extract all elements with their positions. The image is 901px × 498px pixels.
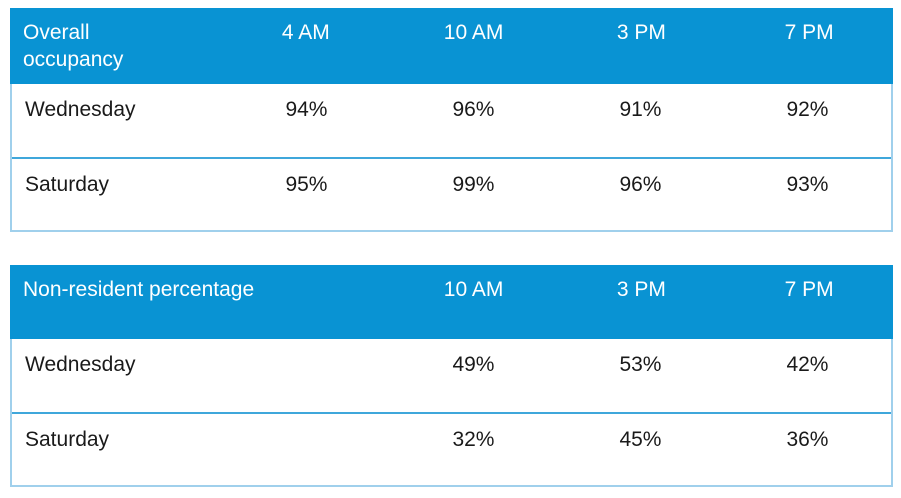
row-label: Saturday [25,428,110,451]
non-resident-title-cell: Non-resident percentage [10,265,390,339]
column-header-10am: 10 AM [443,21,504,44]
cell-value: 96% [452,98,495,121]
cell-value: 92% [786,98,829,121]
cell-value: 99% [452,173,495,196]
cell-value: 49% [452,353,495,376]
overall-occupancy-title-cell: Overall occupancy [10,8,222,84]
table-title: Overall occupancy [23,21,124,72]
non-resident-percentage-table: Non-resident percentage 10 AM 3 PM 7 PM … [10,265,893,487]
overall-occupancy-table: Overall occupancy 4 AM 10 AM 3 PM 7 PM W… [10,8,893,232]
cell-value: 93% [786,173,829,196]
cell-value: 91% [619,98,662,121]
non-resident-header-row: Non-resident percentage 10 AM 3 PM 7 PM [10,265,893,339]
table-row: Wednesday 94% 96% 91% 92% [12,84,891,157]
cell-value: 94% [285,98,328,121]
column-header-7pm: 7 PM [784,278,834,301]
non-resident-body: Wednesday 49% 53% 42% Saturday 32% 45% 3… [10,339,893,487]
column-header-7pm: 7 PM [784,21,834,44]
table-row: Saturday 32% 45% 36% [12,412,891,485]
row-label: Wednesday [25,353,136,376]
column-header-3pm: 3 PM [616,21,666,44]
column-header-4am: 4 AM [281,21,330,44]
cell-value: 53% [619,353,662,376]
column-header-10am: 10 AM [443,278,504,301]
cell-value: 42% [786,353,829,376]
table-title: Non-resident percentage [23,278,255,301]
table-row: Wednesday 49% 53% 42% [12,339,891,412]
overall-occupancy-header-row: Overall occupancy 4 AM 10 AM 3 PM 7 PM [10,8,893,84]
column-header-3pm: 3 PM [616,278,666,301]
cell-value: 45% [619,428,662,451]
cell-value: 96% [619,173,662,196]
overall-occupancy-body: Wednesday 94% 96% 91% 92% Saturday 95% 9… [10,84,893,232]
table-row: Saturday 95% 99% 96% 93% [12,157,891,230]
cell-value: 95% [285,173,328,196]
cell-value: 36% [786,428,829,451]
cell-value: 32% [452,428,495,451]
row-label: Saturday [25,173,110,196]
row-label: Wednesday [25,98,136,121]
